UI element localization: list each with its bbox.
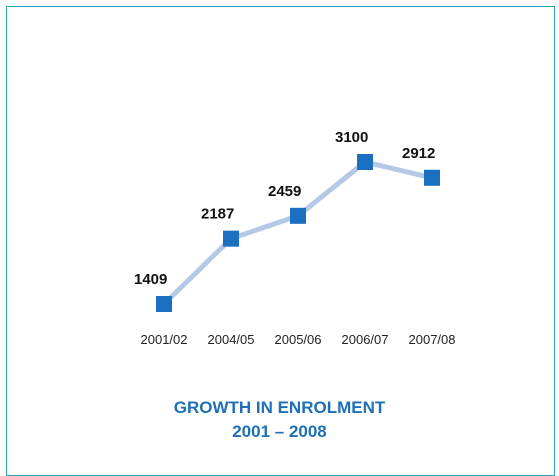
data-label-2005-06: 2459 [268, 183, 301, 200]
x-axis-tick-labels: 2001/02 2004/05 2005/06 2006/07 2007/08 [141, 332, 456, 347]
data-label-2007-08: 2912 [402, 145, 435, 162]
data-label-2006-07: 3100 [335, 129, 368, 146]
data-point-2001-02 [156, 296, 172, 312]
chart-title-block: GROWTH IN ENROLMENT 2001 – 2008 [0, 396, 559, 444]
chart-frame [6, 6, 555, 476]
series-enrolment [156, 154, 440, 312]
chart-subtitle: 2001 – 2008 [232, 422, 327, 441]
x-tick-label-2004-05: 2004/05 [208, 332, 255, 347]
data-point-2006-07 [357, 154, 373, 170]
data-label-2001-02: 1409 [134, 271, 167, 288]
x-tick-label-2007-08: 2007/08 [409, 332, 456, 347]
data-label-2004-05: 2187 [201, 206, 234, 223]
line-chart: 1409 2187 2459 3100 2912 2001/02 2004/05 2005/… [134, 129, 456, 347]
data-labels: 1409 2187 2459 3100 2912 [134, 129, 435, 288]
x-tick-label-2005-06: 2005/06 [275, 332, 322, 347]
x-tick-label-2001-02: 2001/02 [141, 332, 188, 347]
chart-title: GROWTH IN ENROLMENT [173, 398, 386, 417]
x-tick-label-2006-07: 2006/07 [342, 332, 389, 347]
data-point-2007-08 [424, 169, 440, 186]
data-point-2004-05 [223, 230, 239, 247]
data-point-2005-06 [290, 207, 306, 224]
